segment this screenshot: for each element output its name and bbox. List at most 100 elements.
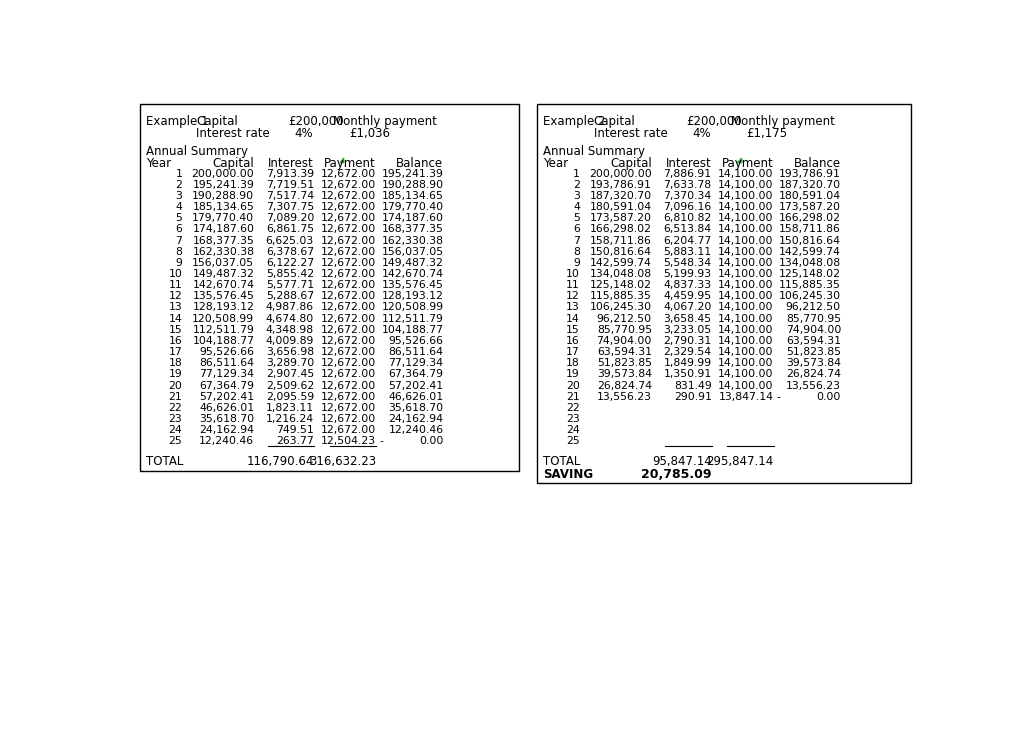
Text: 135,576.45: 135,576.45 <box>382 280 443 290</box>
Text: 24: 24 <box>566 425 580 435</box>
Text: Payment: Payment <box>722 157 773 170</box>
Text: 6,861.75: 6,861.75 <box>266 224 314 234</box>
Text: 2,329.54: 2,329.54 <box>664 347 712 357</box>
Text: 67,364.79: 67,364.79 <box>200 381 254 391</box>
Text: TOTAL: TOTAL <box>145 456 183 468</box>
Text: 6: 6 <box>175 224 182 234</box>
Text: 14,100.00: 14,100.00 <box>718 370 773 380</box>
Text: 10: 10 <box>168 269 182 279</box>
Text: 11: 11 <box>169 280 182 290</box>
Text: 4,674.80: 4,674.80 <box>266 314 314 324</box>
Text: 4,009.89: 4,009.89 <box>265 336 314 346</box>
Text: 14,100.00: 14,100.00 <box>718 303 773 312</box>
Text: 13,847.14: 13,847.14 <box>719 392 773 402</box>
Text: 12,504.23: 12,504.23 <box>321 437 376 447</box>
Text: 16: 16 <box>169 336 182 346</box>
Text: Balance: Balance <box>396 157 443 170</box>
Text: 12,672.00: 12,672.00 <box>321 403 376 413</box>
Text: Annual Summary: Annual Summary <box>544 145 645 158</box>
Text: 21: 21 <box>566 392 580 402</box>
Text: 74,904.00: 74,904.00 <box>597 336 652 346</box>
Text: 22: 22 <box>169 403 182 413</box>
Text: 4%: 4% <box>692 127 711 139</box>
Text: 35,618.70: 35,618.70 <box>388 403 443 413</box>
Text: 14,100.00: 14,100.00 <box>718 202 773 212</box>
Text: 14,100.00: 14,100.00 <box>718 169 773 178</box>
Text: 5,288.67: 5,288.67 <box>266 291 314 301</box>
Text: Example 1: Example 1 <box>145 115 208 128</box>
Text: 831.49: 831.49 <box>674 381 712 391</box>
Text: 749.51: 749.51 <box>276 425 314 435</box>
Text: 17: 17 <box>169 347 182 357</box>
Text: 12,672.00: 12,672.00 <box>321 370 376 380</box>
Text: 1,216.24: 1,216.24 <box>266 414 314 424</box>
Text: 115,885.35: 115,885.35 <box>590 291 652 301</box>
Text: 2: 2 <box>175 180 182 190</box>
Text: 142,599.74: 142,599.74 <box>590 258 652 268</box>
Text: 2,907.45: 2,907.45 <box>266 370 314 380</box>
Text: 14: 14 <box>566 314 580 324</box>
Text: 12,672.00: 12,672.00 <box>321 381 376 391</box>
Text: 156,037.05: 156,037.05 <box>381 247 443 257</box>
Text: 14,100.00: 14,100.00 <box>718 247 773 257</box>
Text: 14,100.00: 14,100.00 <box>718 280 773 290</box>
Text: Monthly payment: Monthly payment <box>731 115 835 128</box>
Text: 116,790.64: 116,790.64 <box>247 456 314 468</box>
Text: 12,672.00: 12,672.00 <box>321 269 376 279</box>
Text: 3,233.05: 3,233.05 <box>664 325 712 335</box>
Text: 11: 11 <box>566 280 580 290</box>
Text: 12,672.00: 12,672.00 <box>321 236 376 245</box>
Text: 7,517.74: 7,517.74 <box>266 191 314 201</box>
Text: 2: 2 <box>573 180 580 190</box>
Text: 35,618.70: 35,618.70 <box>200 414 254 424</box>
Text: Monthly payment: Monthly payment <box>334 115 437 128</box>
Text: 57,202.41: 57,202.41 <box>388 381 443 391</box>
Text: 12: 12 <box>169 291 182 301</box>
Text: TOTAL: TOTAL <box>544 456 581 468</box>
Text: 10: 10 <box>566 269 580 279</box>
Text: 150,816.64: 150,816.64 <box>779 236 841 245</box>
Text: Interest: Interest <box>268 157 314 170</box>
Text: 149,487.32: 149,487.32 <box>193 269 254 279</box>
Text: 5,199.93: 5,199.93 <box>664 269 712 279</box>
Text: 9: 9 <box>175 258 182 268</box>
Text: 180,591.04: 180,591.04 <box>779 191 841 201</box>
Text: 77,129.34: 77,129.34 <box>200 370 254 380</box>
Text: 14,100.00: 14,100.00 <box>718 180 773 190</box>
Text: 12,672.00: 12,672.00 <box>321 247 376 257</box>
Text: 74,904.00: 74,904.00 <box>785 325 841 335</box>
Text: 24,162.94: 24,162.94 <box>388 414 443 424</box>
Text: 4,987.86: 4,987.86 <box>266 303 314 312</box>
Text: 67,364.79: 67,364.79 <box>388 370 443 380</box>
Text: 63,594.31: 63,594.31 <box>786 336 841 346</box>
Text: 13: 13 <box>169 303 182 312</box>
Text: 128,193.12: 128,193.12 <box>193 303 254 312</box>
Text: 6,513.84: 6,513.84 <box>664 224 712 234</box>
Text: 23: 23 <box>169 414 182 424</box>
Text: 85,770.95: 85,770.95 <box>597 325 652 335</box>
Text: 25: 25 <box>566 437 580 447</box>
Text: 5,883.11: 5,883.11 <box>664 247 712 257</box>
Text: 26,824.74: 26,824.74 <box>786 370 841 380</box>
Text: Capital: Capital <box>594 115 636 128</box>
Text: 174,187.60: 174,187.60 <box>193 224 254 234</box>
Text: 5,855.42: 5,855.42 <box>266 269 314 279</box>
Text: 166,298.02: 166,298.02 <box>779 213 841 223</box>
Text: -: - <box>776 392 780 402</box>
Text: 18: 18 <box>169 358 182 368</box>
Text: 8: 8 <box>573 247 580 257</box>
Text: 9: 9 <box>573 258 580 268</box>
Text: 3,658.45: 3,658.45 <box>664 314 712 324</box>
Text: 150,816.64: 150,816.64 <box>590 247 652 257</box>
Text: £1,175: £1,175 <box>746 127 787 139</box>
Text: 179,770.40: 179,770.40 <box>193 213 254 223</box>
Text: 4%: 4% <box>295 127 313 139</box>
Text: 14,100.00: 14,100.00 <box>718 258 773 268</box>
Text: 23: 23 <box>566 414 580 424</box>
Text: 12: 12 <box>566 291 580 301</box>
Text: 7,719.51: 7,719.51 <box>266 180 314 190</box>
Text: 120,508.99: 120,508.99 <box>193 314 254 324</box>
Text: 2,790.31: 2,790.31 <box>664 336 712 346</box>
Text: 14,100.00: 14,100.00 <box>718 358 773 368</box>
Text: 12,672.00: 12,672.00 <box>321 291 376 301</box>
